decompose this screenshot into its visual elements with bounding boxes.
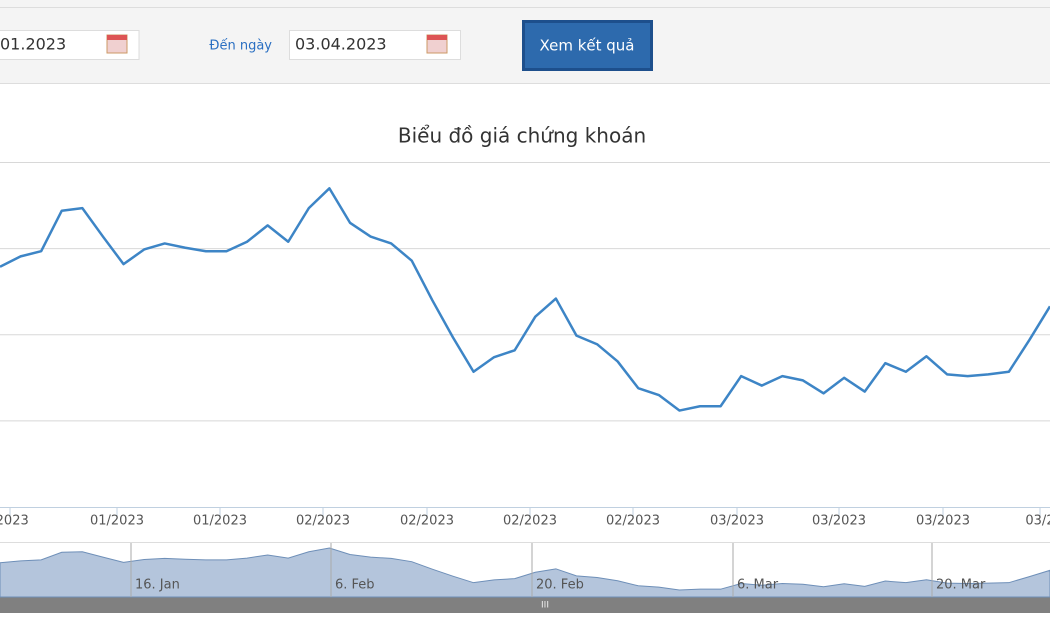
navigator-label: 20. Mar [936, 578, 986, 593]
navigator-label: 6. Mar [737, 578, 779, 593]
x-tick-label: 03/2 [1025, 514, 1050, 529]
scrollbar-grip: III [541, 601, 549, 611]
submit-face [525, 23, 650, 68]
x-tick-label: 02/2023 [503, 514, 557, 529]
x-tick-label: /2023 [0, 514, 29, 529]
navigator-area [0, 547, 1050, 598]
calendar-icon[interactable] [426, 34, 448, 54]
navigator-label: 6. Feb [335, 578, 375, 593]
scrollbar[interactable] [0, 597, 1050, 613]
navigator-label: 16. Jan [135, 578, 180, 593]
x-tick-label: 01/2023 [90, 514, 144, 529]
to-date: 03.04.2023 [295, 35, 387, 54]
x-tick-label: 03/2023 [916, 514, 970, 529]
from-date: 01.2023 [0, 35, 66, 54]
x-tick-label: 02/2023 [400, 514, 454, 529]
x-tick-label: 01/2023 [193, 514, 247, 529]
price-line [0, 187, 1050, 412]
x-tick-label: 02/2023 [606, 514, 660, 529]
x-tick-label: 03/2023 [812, 514, 866, 529]
chart-title: Biểu đồ giá chứng khoán [398, 124, 646, 148]
to-label: Đến ngày [209, 39, 272, 54]
navigator-label: 20. Feb [536, 578, 584, 593]
x-tick-label: 02/2023 [296, 514, 350, 529]
x-tick-label: 03/2023 [710, 514, 764, 529]
submit-label: Xem kết quả [540, 37, 635, 55]
calendar-icon[interactable] [106, 34, 128, 54]
